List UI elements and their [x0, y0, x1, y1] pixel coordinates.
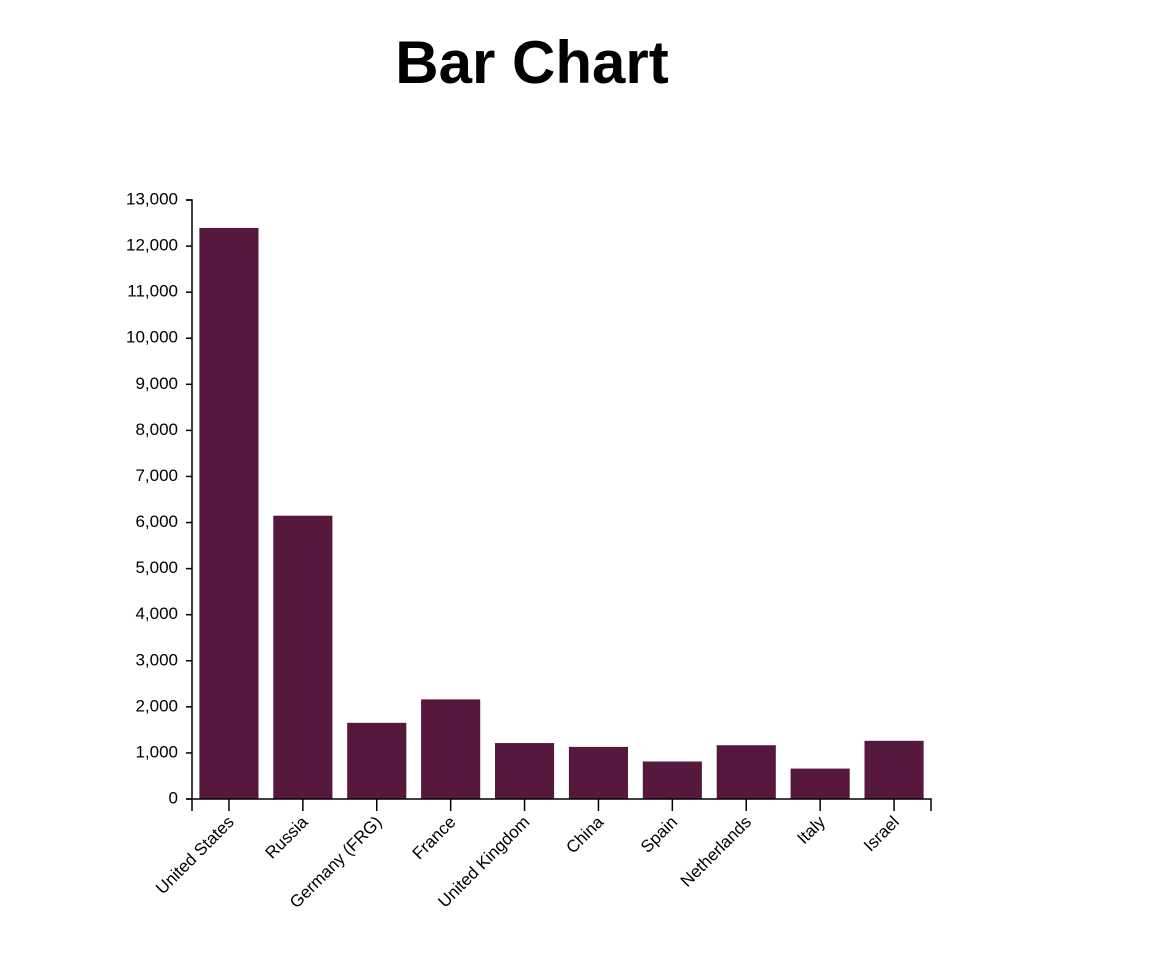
y-tick-label: 4,000 [135, 604, 178, 623]
bar [790, 768, 850, 799]
y-tick-label: 0 [169, 788, 178, 807]
bar [642, 761, 702, 799]
x-tick-label: China [562, 812, 607, 857]
y-tick-label: 12,000 [126, 236, 178, 255]
y-tick-label: 2,000 [135, 696, 178, 715]
bar [716, 745, 776, 799]
x-tick-label: Italy [793, 812, 829, 848]
y-tick-label: 5,000 [135, 558, 178, 577]
bar [347, 722, 407, 799]
y-tick-label: 10,000 [126, 328, 178, 347]
x-tick-label: France [409, 812, 460, 863]
bar [273, 515, 333, 799]
bar [864, 740, 924, 799]
y-tick-label: 1,000 [135, 742, 178, 761]
y-axis-line [186, 199, 193, 800]
y-axis: 0 1,000 2,000 3,000 4,000 5,000 6,000 7,000 8,00… [126, 189, 193, 807]
bar-group [199, 227, 924, 800]
x-tick-label: Spain [637, 812, 681, 856]
y-tick-label: 11,000 [127, 282, 178, 301]
y-tick-label: 7,000 [135, 466, 178, 485]
x-tick-label: Netherlands [677, 812, 755, 890]
x-tick-label: United States [152, 812, 238, 898]
y-tick-label: 13,000 [126, 189, 178, 208]
y-tick-label: 3,000 [135, 650, 178, 669]
bar [421, 699, 481, 799]
bar [199, 227, 259, 800]
y-tick-label: 6,000 [135, 512, 178, 531]
x-axis-line [191, 798, 932, 811]
x-tick-label: Israel [860, 812, 903, 855]
x-tick-label: Russia [261, 812, 312, 863]
bar [494, 743, 555, 799]
bar [568, 746, 629, 799]
y-tick-label: 9,000 [135, 374, 178, 393]
y-tick-label: 8,000 [135, 420, 178, 439]
chart-title: Bar Chart [395, 29, 669, 96]
